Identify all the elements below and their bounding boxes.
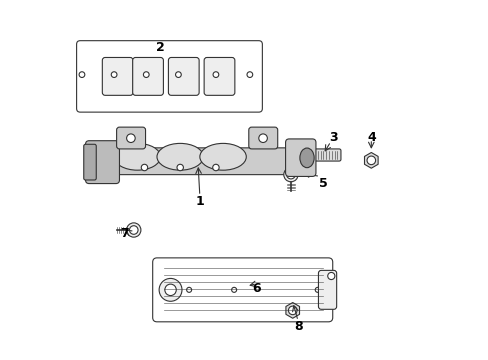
Circle shape: [283, 167, 298, 182]
Circle shape: [258, 134, 267, 143]
Circle shape: [231, 287, 236, 292]
Ellipse shape: [157, 143, 203, 170]
Ellipse shape: [299, 148, 313, 168]
Text: 7: 7: [120, 227, 129, 240]
FancyBboxPatch shape: [85, 141, 119, 184]
Circle shape: [79, 72, 84, 77]
Circle shape: [164, 284, 176, 296]
Polygon shape: [364, 153, 377, 168]
FancyBboxPatch shape: [285, 139, 315, 176]
FancyBboxPatch shape: [168, 58, 199, 95]
FancyBboxPatch shape: [116, 127, 145, 149]
Circle shape: [315, 287, 320, 292]
Circle shape: [186, 287, 191, 292]
Circle shape: [246, 72, 252, 77]
Circle shape: [177, 164, 183, 171]
Circle shape: [159, 278, 182, 301]
Circle shape: [129, 226, 138, 234]
Circle shape: [126, 223, 141, 237]
Circle shape: [327, 273, 334, 280]
Text: 8: 8: [293, 320, 302, 333]
Text: 1: 1: [195, 195, 204, 208]
Text: 2: 2: [156, 41, 164, 54]
FancyBboxPatch shape: [318, 270, 336, 309]
Circle shape: [286, 170, 295, 179]
FancyBboxPatch shape: [83, 144, 96, 180]
Polygon shape: [128, 224, 139, 236]
Circle shape: [141, 164, 147, 171]
Circle shape: [143, 72, 149, 77]
Circle shape: [126, 134, 135, 143]
Text: 5: 5: [318, 177, 327, 190]
FancyBboxPatch shape: [132, 58, 163, 95]
FancyBboxPatch shape: [77, 41, 262, 112]
Text: 3: 3: [329, 131, 337, 144]
Ellipse shape: [200, 143, 246, 170]
Circle shape: [288, 306, 296, 315]
Ellipse shape: [114, 143, 160, 170]
Text: 4: 4: [366, 131, 375, 144]
FancyBboxPatch shape: [152, 258, 332, 322]
Circle shape: [212, 164, 219, 171]
Polygon shape: [285, 169, 295, 180]
Circle shape: [366, 156, 375, 165]
Circle shape: [175, 72, 181, 77]
Circle shape: [111, 72, 117, 77]
FancyBboxPatch shape: [102, 58, 133, 95]
FancyBboxPatch shape: [313, 149, 340, 161]
FancyBboxPatch shape: [91, 148, 303, 175]
Circle shape: [213, 72, 218, 77]
Text: 6: 6: [252, 283, 261, 296]
FancyBboxPatch shape: [248, 127, 277, 149]
Polygon shape: [285, 302, 299, 318]
FancyBboxPatch shape: [203, 58, 234, 95]
